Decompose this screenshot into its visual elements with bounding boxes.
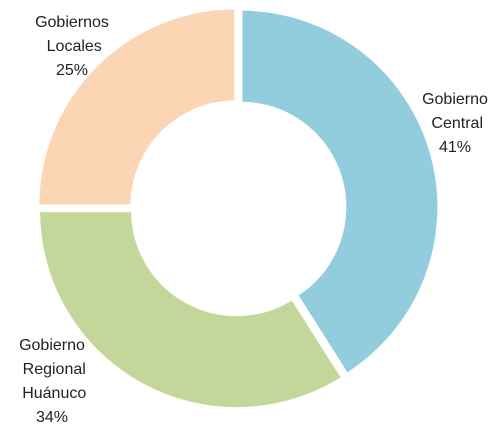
- slice-label: Gobierno Central: [422, 91, 488, 132]
- slice-label: Gobierno Regional Huánuco: [18, 337, 87, 402]
- donut-slice: [37, 209, 345, 411]
- slice-label: Gobiernos Locales: [35, 14, 109, 55]
- slice-value-label: 34%: [36, 409, 68, 426]
- donut-slice: [239, 7, 441, 377]
- slice-value-label: 25%: [56, 62, 88, 79]
- slice-value-label: 41%: [439, 139, 471, 156]
- donut-slice: [36, 6, 238, 208]
